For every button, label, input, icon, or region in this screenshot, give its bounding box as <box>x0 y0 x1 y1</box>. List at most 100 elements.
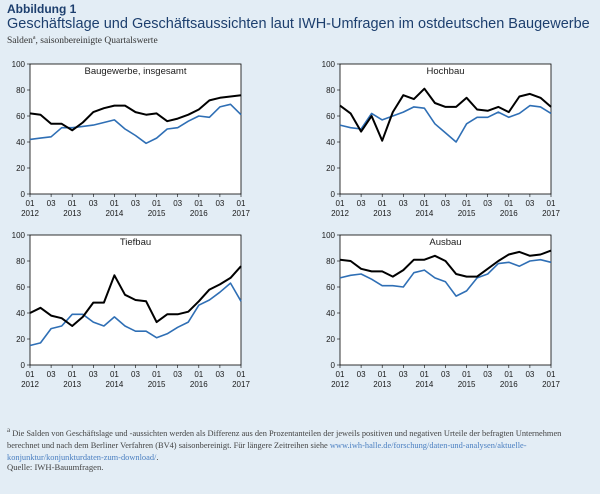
y-tick-label: 80 <box>16 86 25 95</box>
footnote-text: Die Salden von Geschäftslage und -aussic… <box>7 428 562 451</box>
x-tick-label: 01 <box>462 370 471 379</box>
subtitle-rest: , saisonbereinigte Quartalswerte <box>35 36 158 47</box>
figure-label: Abbildung 1 <box>7 2 77 16</box>
plot-frame <box>339 63 552 195</box>
x-tick-year-label: 2012 <box>331 380 349 389</box>
x-tick-year-label: 2012 <box>21 209 39 218</box>
subtitle-text: Salden <box>7 36 33 47</box>
panel-title: Ausbau <box>429 237 461 248</box>
source-note: Quelle: IWH-Bauumfragen. <box>7 462 104 472</box>
x-tick-year-label: 2014 <box>416 209 434 218</box>
y-tick-label: 20 <box>326 164 335 173</box>
x-tick-year-label: 2017 <box>542 209 560 218</box>
x-tick-label: 01 <box>152 370 161 379</box>
y-tick-label: 40 <box>16 309 25 318</box>
x-tick-year-label: 2016 <box>500 209 518 218</box>
x-tick-label: 03 <box>89 199 98 208</box>
x-tick-label: 03 <box>89 370 98 379</box>
plot-frame <box>29 63 242 195</box>
plot-frame <box>339 234 552 366</box>
x-tick-label: 01 <box>378 370 387 379</box>
y-tick-label: 100 <box>12 231 26 240</box>
x-tick-year-label: 2013 <box>373 380 391 389</box>
x-tick-label: 01 <box>336 199 345 208</box>
panel-title: Baugewerbe, insgesamt <box>85 66 187 77</box>
x-tick-label: 01 <box>504 199 513 208</box>
x-tick-label: 03 <box>483 199 492 208</box>
y-tick-label: 40 <box>326 309 335 318</box>
figure-title: Geschäftslage und Geschäftsaussichten la… <box>7 16 590 32</box>
x-tick-year-label: 2017 <box>232 209 250 218</box>
footnote-end: . <box>156 453 159 463</box>
x-tick-label: 01 <box>194 370 203 379</box>
x-tick-label: 01 <box>68 199 77 208</box>
panel-title: Hochbau <box>426 66 464 77</box>
x-tick-label: 01 <box>547 370 556 379</box>
x-tick-year-label: 2014 <box>106 209 124 218</box>
x-tick-label: 03 <box>441 199 450 208</box>
x-tick-year-label: 2012 <box>331 209 349 218</box>
x-tick-year-label: 2016 <box>190 380 208 389</box>
x-tick-label: 01 <box>152 199 161 208</box>
x-tick-year-label: 2014 <box>416 380 434 389</box>
x-tick-label: 01 <box>336 370 345 379</box>
x-tick-label: 03 <box>215 370 224 379</box>
y-tick-label: 80 <box>16 257 25 266</box>
y-tick-label: 0 <box>331 361 336 370</box>
y-tick-label: 100 <box>322 60 336 69</box>
x-tick-year-label: 2012 <box>21 380 39 389</box>
footnote-link[interactable]: www.iwh-halle.de/forschung/daten-und-ana… <box>7 441 527 463</box>
panel-title: Tiefbau <box>120 237 151 248</box>
x-tick-label: 03 <box>399 370 408 379</box>
series-line-geschaeftsaussichten <box>29 103 242 145</box>
series-line-geschaeftsaussichten <box>29 282 242 347</box>
x-tick-year-label: 2017 <box>542 380 560 389</box>
x-tick-label: 03 <box>441 370 450 379</box>
x-tick-year-label: 2015 <box>458 209 476 218</box>
y-tick-label: 80 <box>326 257 335 266</box>
x-tick-label: 03 <box>131 370 140 379</box>
x-tick-label: 01 <box>420 199 429 208</box>
x-tick-year-label: 2014 <box>106 380 124 389</box>
subtitle-footnote-marker: a <box>32 35 36 41</box>
x-tick-label: 01 <box>237 199 246 208</box>
x-tick-year-label: 2013 <box>63 380 81 389</box>
x-tick-year-label: 2015 <box>458 380 476 389</box>
x-tick-year-label: 2013 <box>373 209 391 218</box>
y-tick-label: 20 <box>16 335 25 344</box>
x-tick-label: 01 <box>420 370 429 379</box>
y-tick-label: 60 <box>326 112 335 121</box>
x-tick-label: 01 <box>68 370 77 379</box>
x-tick-year-label: 2016 <box>500 380 518 389</box>
series-line-geschaeftsaussichten <box>339 104 552 143</box>
x-tick-label: 03 <box>525 199 534 208</box>
y-tick-label: 60 <box>326 283 335 292</box>
y-tick-label: 40 <box>326 138 335 147</box>
x-tick-year-label: 2017 <box>232 380 250 389</box>
y-tick-label: 100 <box>12 60 26 69</box>
x-tick-year-label: 2013 <box>63 209 81 218</box>
series-line-geschaeftslage <box>339 249 552 278</box>
y-tick-label: 20 <box>16 164 25 173</box>
x-tick-label: 03 <box>131 199 140 208</box>
x-tick-label: 01 <box>462 199 471 208</box>
x-tick-label: 03 <box>173 199 182 208</box>
x-tick-label: 03 <box>483 370 492 379</box>
footnote: a Die Salden von Geschäftslage und -auss… <box>7 424 593 465</box>
series-line-geschaeftslage <box>29 265 242 327</box>
series-line-geschaeftslage <box>339 87 552 142</box>
y-tick-label: 0 <box>21 361 26 370</box>
x-tick-label: 01 <box>237 370 246 379</box>
x-tick-year-label: 2015 <box>148 380 166 389</box>
x-tick-year-label: 2016 <box>190 209 208 218</box>
y-tick-label: 40 <box>16 138 25 147</box>
y-tick-label: 20 <box>326 335 335 344</box>
series-line-geschaeftsaussichten <box>339 258 552 297</box>
x-tick-label: 01 <box>504 370 513 379</box>
x-tick-label: 03 <box>215 199 224 208</box>
